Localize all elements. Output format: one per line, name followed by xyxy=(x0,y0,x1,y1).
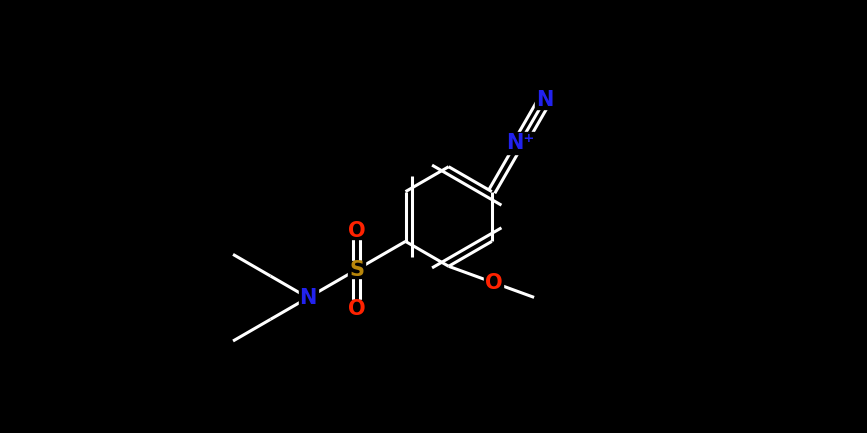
Text: O: O xyxy=(348,220,366,241)
Text: N⁺: N⁺ xyxy=(505,133,534,153)
Bar xyxy=(349,261,366,278)
Bar xyxy=(484,274,503,291)
Text: S: S xyxy=(349,259,364,280)
Bar xyxy=(506,132,534,154)
Bar xyxy=(535,90,554,109)
Text: O: O xyxy=(485,273,502,293)
Text: N: N xyxy=(299,288,316,308)
Bar xyxy=(298,289,317,307)
Text: O: O xyxy=(348,298,366,319)
Bar xyxy=(349,300,366,317)
Text: N: N xyxy=(536,90,553,110)
Bar xyxy=(349,222,366,239)
